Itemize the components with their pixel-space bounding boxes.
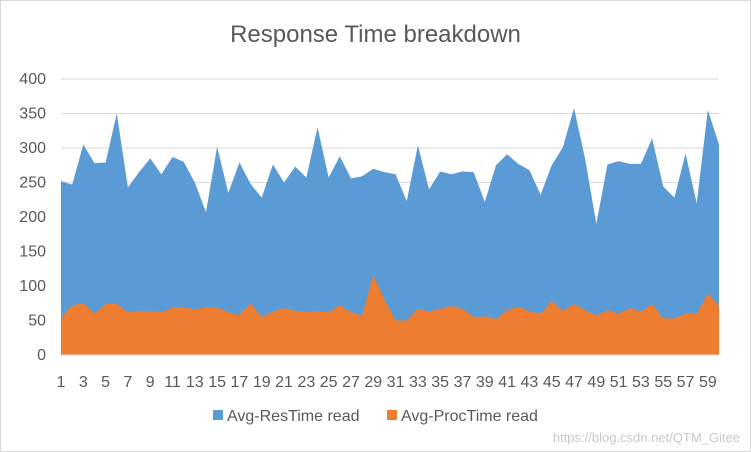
x-tick-label: 17 <box>231 374 249 391</box>
x-tick-label: 37 <box>454 374 472 391</box>
x-tick-label: 7 <box>123 374 132 391</box>
x-tick-label: 35 <box>431 374 449 391</box>
legend-swatch-2 <box>387 410 397 420</box>
x-tick-label: 31 <box>387 374 405 391</box>
x-tick-label: 13 <box>186 374 204 391</box>
x-tick-label: 33 <box>409 374 427 391</box>
x-tick-label: 45 <box>543 374 561 391</box>
x-tick-label: 11 <box>164 374 181 391</box>
x-tick-label: 55 <box>654 374 672 391</box>
x-tick-label: 39 <box>476 374 494 391</box>
chart-title: Response Time breakdown <box>230 21 521 48</box>
x-tick-label: 51 <box>610 374 628 391</box>
series-area-1 <box>61 107 719 355</box>
x-tick-label: 57 <box>677 374 695 391</box>
x-tick-label: 47 <box>565 374 583 391</box>
y-tick-label: 150 <box>19 244 46 261</box>
y-tick-label: 400 <box>19 71 46 88</box>
x-tick-label: 53 <box>632 374 650 391</box>
y-tick-label: 200 <box>19 209 46 226</box>
x-tick-label: 23 <box>297 374 315 391</box>
x-tick-label: 27 <box>342 374 360 391</box>
x-tick-label: 49 <box>587 374 605 391</box>
x-tick-label: 9 <box>146 374 155 391</box>
x-tick-label: 43 <box>521 374 539 391</box>
x-tick-label: 1 <box>57 374 66 391</box>
x-tick-label: 29 <box>364 374 382 391</box>
x-tick-label: 19 <box>253 374 271 391</box>
legend-label-2: Avg-ProcTime read <box>401 408 538 425</box>
legend-label-1: Avg-ResTime read <box>227 408 360 425</box>
x-tick-label: 25 <box>320 374 338 391</box>
x-tick-label: 59 <box>699 374 717 391</box>
y-tick-label: 300 <box>19 140 46 157</box>
series-area-2 <box>61 274 719 355</box>
y-tick-label: 50 <box>28 313 46 330</box>
x-tick-label: 41 <box>498 374 516 391</box>
y-tick-label: 350 <box>19 106 46 123</box>
watermark: https://blog.csdn.net/QTM_Gitee <box>552 430 740 445</box>
legend-swatch-1 <box>213 410 223 420</box>
x-tick-label: 5 <box>101 374 110 391</box>
x-tick-label: 3 <box>79 374 88 391</box>
y-tick-label: 250 <box>19 175 46 192</box>
y-tick-label: 0 <box>37 347 46 364</box>
y-tick-label: 100 <box>19 278 46 295</box>
x-tick-label: 21 <box>275 374 293 391</box>
x-tick-label: 15 <box>208 374 226 391</box>
